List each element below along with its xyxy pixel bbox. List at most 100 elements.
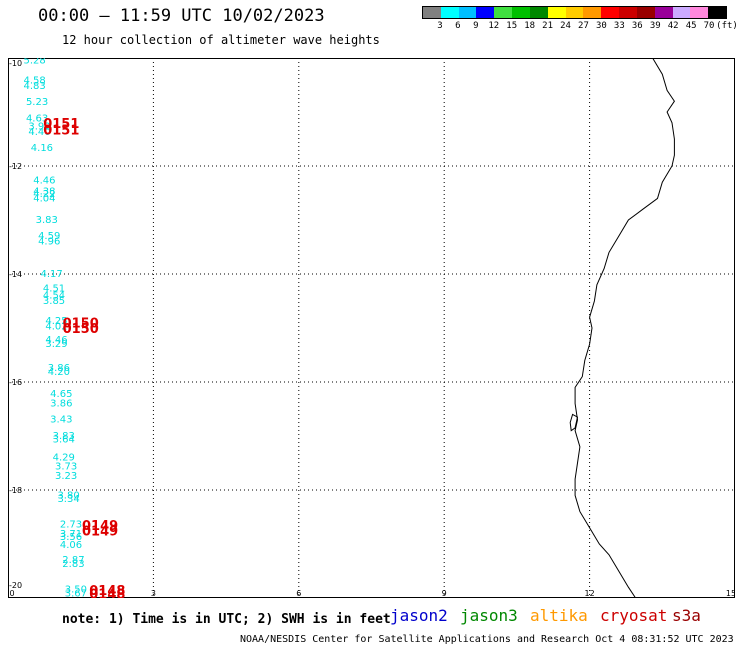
wave-height-label: 4.59 — [38, 231, 60, 242]
pass-time-label: 0148 — [89, 588, 125, 598]
wave-height-label: 4.58 — [24, 76, 46, 87]
wave-height-label: 3.73 — [55, 462, 77, 473]
wave-height-label: 3.29 — [45, 339, 67, 350]
wave-height-label: 3.86 — [48, 363, 70, 374]
color-scale-label: 27 — [578, 21, 589, 31]
wave-height-label: 3.64 — [53, 435, 75, 446]
pass-time-label: 0148 — [89, 584, 125, 598]
color-swatch — [565, 7, 584, 18]
wave-height-label: 3.83 — [53, 431, 75, 442]
color-swatch — [672, 7, 691, 18]
x-tick-label: 15 — [726, 589, 735, 598]
y-tick-label: -18 — [9, 486, 22, 495]
wave-height-label: 4.17 — [40, 269, 62, 280]
wave-height-label: 3.43 — [50, 415, 72, 426]
pass-time-label: 0150 — [63, 317, 99, 332]
color-scale-bar — [422, 6, 727, 19]
wave-height-label: 3.86 — [50, 399, 72, 410]
wave-height-label: 4.96 — [38, 237, 60, 248]
pass-time-label: 0151 — [43, 117, 79, 132]
legend-s3a: s3a — [672, 606, 701, 625]
color-scale-label: 30 — [595, 21, 607, 31]
wave-height-label: 3.92 — [28, 122, 50, 133]
pass-time-label: 0149 — [82, 519, 118, 534]
wave-height-label: 4.40 — [28, 127, 50, 138]
wave-height-label: 2.73 — [60, 519, 82, 530]
map-plot: 0 3 6 9 12 15 -10 -12 -14 -16 -18 -20 5.28 4.58 4.83 5.… — [8, 56, 736, 603]
wave-height-label: 3.34 — [57, 494, 79, 505]
color-scale-label: 39 — [649, 21, 661, 31]
wave-height-label: 4.04 — [33, 193, 55, 204]
y-tick-label: -10 — [9, 59, 22, 68]
color-swatch — [636, 7, 655, 18]
wave-height-label: 3.80 — [57, 490, 79, 501]
x-tick-label: 3 — [151, 589, 156, 598]
wave-height-label: 5.28 — [24, 58, 46, 67]
color-swatch — [440, 7, 459, 18]
color-scale-label: 70 — [703, 21, 715, 31]
color-swatch — [583, 7, 602, 18]
wave-height-label: 4.02 — [45, 321, 67, 332]
color-scale-label: 12 — [488, 21, 500, 31]
wave-height-label: 4.46 — [33, 176, 55, 187]
wave-height-label: 5.23 — [26, 97, 48, 108]
legend-altika: altika — [530, 606, 588, 625]
wave-height-label: 4.51 — [43, 284, 65, 295]
plot-frame — [8, 58, 735, 598]
wave-height-label: 4.06 — [60, 540, 82, 551]
wave-height-label: 4.22 — [33, 189, 55, 200]
map-canvas: 0 3 6 9 12 15 -10 -12 -14 -16 -18 -20 5.28 4.584.83 5.… — [8, 56, 736, 603]
wave-height-label: 3.56 — [60, 532, 82, 543]
legend-jason3: jason3 — [460, 606, 518, 625]
wave-height-label: 3.23 — [55, 471, 77, 482]
color-swatch — [619, 7, 637, 18]
color-swatch — [654, 7, 673, 18]
wave-height-label: 2.87 — [62, 555, 84, 566]
y-tick-label: -20 — [9, 581, 22, 590]
pass-time-label: 0150 — [63, 322, 99, 337]
color-scale-label: 33 — [613, 21, 625, 31]
color-swatch — [601, 7, 620, 18]
chart-subtitle: 12 hour collection of altimeter wave hei… — [62, 33, 380, 47]
color-swatch — [690, 7, 709, 18]
wave-height-label: 4.16 — [31, 143, 53, 154]
wave-height-label: 4.63 — [26, 113, 48, 124]
island-outline — [569, 413, 579, 432]
color-scale-label: 42 — [667, 21, 679, 31]
pass-time-label: 0151 — [43, 123, 79, 138]
color-scale-label: 9 — [473, 21, 479, 31]
y-tick-label: -16 — [9, 378, 22, 387]
wave-height-label: 3.67 — [65, 589, 87, 598]
color-swatch — [423, 7, 441, 18]
color-swatch — [547, 7, 566, 18]
wave-height-label: 4.20 — [48, 367, 70, 378]
x-tick-label: 6 — [296, 589, 301, 598]
legend-jason2: jason2 — [390, 606, 448, 625]
wave-height-label: 4.25 — [45, 316, 67, 327]
color-scale-label: 6 — [455, 21, 461, 31]
x-tick-label: 12 — [585, 589, 595, 598]
color-scale-label: 21 — [542, 21, 553, 31]
coastline — [574, 57, 676, 599]
credit-line: NOAA/NESDIS Center for Satellite Applica… — [240, 634, 734, 645]
wave-height-label: 4.29 — [53, 453, 75, 464]
color-swatch — [708, 7, 727, 18]
y-tick-label: -14 — [9, 270, 22, 279]
chart-title: 00:00 – 11:59 UTC 10/02/2023 — [38, 6, 325, 26]
wave-height-label: 3.83 — [36, 215, 58, 226]
color-swatch — [494, 7, 513, 18]
y-tick-label: -12 — [9, 162, 22, 171]
x-tick-label: 9 — [442, 589, 447, 598]
wave-height-label: 3.50 — [65, 584, 87, 595]
wave-height-label: 4.65 — [50, 389, 72, 400]
color-swatch — [476, 7, 495, 18]
color-scale-labels: 3 6 9 12 15 18 21 24 27 30 33 36 39 42 45 70 (ft) — [422, 21, 738, 33]
color-scale-label: 24 — [560, 21, 571, 31]
x-tick-label: 0 — [9, 589, 14, 598]
color-scale-label: (ft) — [716, 21, 738, 31]
wave-height-label: 3.85 — [43, 296, 65, 307]
legend-cryosat: cryosat — [600, 606, 668, 625]
color-scale-label: 15 — [506, 21, 518, 31]
color-swatch — [529, 7, 548, 18]
color-scale-label: 45 — [685, 21, 697, 31]
